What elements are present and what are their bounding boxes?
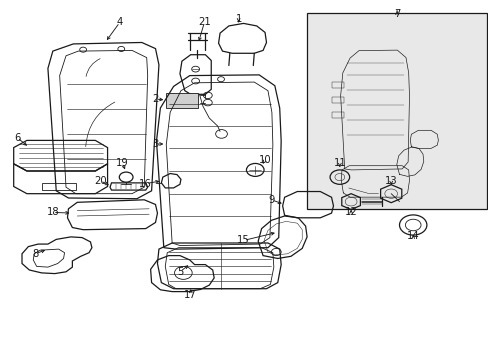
Text: 20: 20 — [94, 176, 106, 186]
Text: 8: 8 — [32, 249, 38, 259]
Text: 21: 21 — [198, 17, 210, 27]
Text: 15: 15 — [237, 235, 249, 246]
Bar — [166, 93, 198, 108]
Text: 1: 1 — [235, 14, 242, 24]
Text: 16: 16 — [139, 179, 152, 189]
Text: 7: 7 — [393, 9, 400, 19]
Text: 12: 12 — [344, 207, 357, 217]
Text: 17: 17 — [184, 290, 197, 300]
Bar — [331, 82, 343, 88]
Bar — [331, 97, 343, 103]
Text: 3: 3 — [152, 139, 158, 149]
Text: 11: 11 — [333, 158, 346, 168]
Text: 4: 4 — [117, 17, 122, 27]
Text: 18: 18 — [46, 207, 59, 217]
Text: 5: 5 — [176, 267, 183, 277]
Bar — [306, 13, 486, 209]
Bar — [331, 112, 343, 118]
Text: 6: 6 — [14, 132, 20, 143]
Text: 9: 9 — [267, 195, 274, 205]
Text: 13: 13 — [384, 176, 397, 186]
Text: 14: 14 — [406, 231, 419, 241]
Text: 2: 2 — [152, 94, 159, 104]
Text: 19: 19 — [116, 158, 128, 168]
Text: 10: 10 — [258, 155, 271, 165]
